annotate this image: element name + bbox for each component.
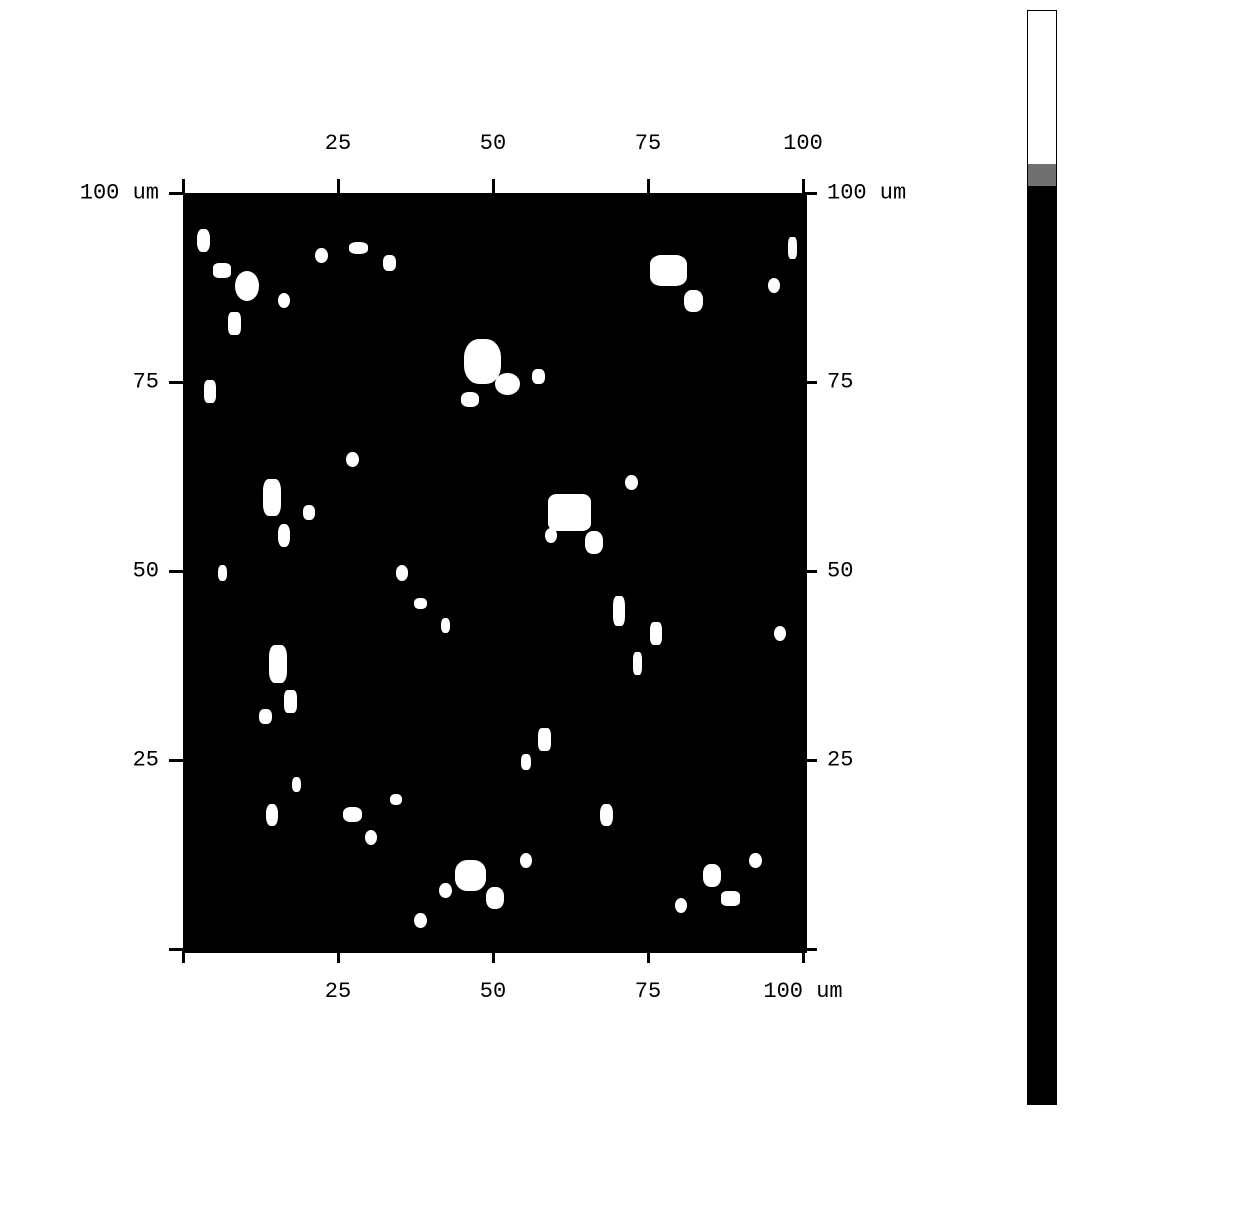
axis-tick — [337, 179, 340, 193]
feature-blob — [346, 452, 358, 467]
axis-tick — [803, 948, 817, 951]
feature-blob — [414, 913, 426, 928]
axis-tick — [803, 381, 817, 384]
feature-blob — [263, 479, 282, 517]
feature-blob — [259, 709, 271, 724]
feature-blob — [650, 622, 662, 645]
feature-blob — [613, 596, 625, 626]
axis-tick-label: 75 — [133, 370, 159, 395]
axis-tick — [647, 949, 650, 963]
feature-blob — [774, 626, 786, 641]
axis-tick — [803, 570, 817, 573]
feature-blob — [455, 860, 486, 890]
feature-blob — [213, 263, 232, 278]
axis-tick — [169, 570, 183, 573]
axis-tick — [492, 949, 495, 963]
axis-tick — [182, 949, 185, 963]
feature-blob — [495, 373, 520, 396]
axis-tick-label: 100 — [783, 131, 823, 156]
axis-tick — [169, 381, 183, 384]
feature-blob — [633, 652, 642, 675]
feature-blob — [349, 242, 368, 253]
feature-blob — [390, 794, 402, 805]
axis-tick — [647, 179, 650, 193]
feature-blob — [703, 864, 722, 887]
axis-tick — [337, 949, 340, 963]
colorbar — [1027, 10, 1057, 1105]
axis-tick-label: 50 — [480, 979, 506, 1004]
feature-blob — [464, 339, 501, 384]
axis-tick — [492, 179, 495, 193]
axis-tick-label: 75 — [635, 979, 661, 1004]
axis-tick — [169, 759, 183, 762]
feature-blob — [788, 237, 797, 260]
feature-blob — [278, 293, 290, 308]
feature-blob — [585, 531, 604, 554]
feature-blob — [545, 528, 557, 543]
feature-blob — [749, 853, 761, 868]
feature-blob — [675, 898, 687, 913]
axis-tick-label: 100 um — [80, 181, 159, 206]
feature-blob — [625, 475, 637, 490]
axis-tick-label: 25 — [133, 748, 159, 773]
feature-blob — [315, 248, 327, 263]
feature-blob — [439, 883, 451, 898]
axis-tick-label: 50 — [827, 559, 853, 584]
feature-blob — [343, 807, 362, 822]
feature-blob — [292, 777, 301, 792]
plot-area — [183, 193, 807, 953]
colorbar-segment — [1028, 164, 1056, 186]
feature-blob — [218, 565, 227, 580]
feature-blob — [520, 853, 532, 868]
feature-blob — [266, 804, 278, 827]
feature-blob — [204, 380, 216, 403]
feature-blob — [600, 804, 612, 827]
feature-blob — [461, 392, 480, 407]
axis-tick-label: 100 um — [827, 181, 906, 206]
colorbar-segment — [1028, 11, 1056, 164]
feature-blob — [284, 690, 296, 713]
feature-blob — [235, 271, 260, 301]
axis-tick — [803, 759, 817, 762]
feature-blob — [228, 312, 240, 335]
axis-tick-label: 75 — [635, 131, 661, 156]
feature-blob — [684, 290, 703, 313]
axis-tick-label: 100 um — [763, 979, 842, 1004]
colorbar-segment — [1028, 186, 1056, 1104]
feature-blob — [441, 618, 450, 633]
axis-tick — [802, 949, 805, 963]
axis-tick-label: 25 — [325, 979, 351, 1004]
feature-blob — [197, 229, 209, 252]
feature-blob — [521, 754, 530, 769]
feature-blob — [383, 255, 395, 270]
feature-blob — [365, 830, 377, 845]
feature-blob — [278, 524, 290, 547]
axis-tick — [169, 948, 183, 951]
feature-blob — [532, 369, 544, 384]
feature-blob — [303, 505, 315, 520]
feature-blob — [486, 887, 505, 910]
feature-blob — [538, 728, 550, 751]
axis-tick-label: 50 — [480, 131, 506, 156]
axis-tick-label: 25 — [827, 748, 853, 773]
feature-blob — [721, 891, 740, 906]
feature-blob — [269, 645, 288, 683]
feature-blob — [396, 565, 408, 580]
feature-blob — [548, 494, 591, 532]
feature-blob — [414, 598, 426, 609]
axis-tick — [169, 192, 183, 195]
axis-tick — [803, 192, 817, 195]
axis-tick-label: 25 — [325, 131, 351, 156]
microscopy-map-figure: 25 50 75 100 25 50 75 100 um 25 50 75 100 um 25 50 75 1… — [0, 0, 1240, 1223]
axis-tick-label: 50 — [133, 559, 159, 584]
feature-blob — [650, 255, 687, 285]
feature-blob — [768, 278, 780, 293]
axis-tick-label: 75 — [827, 370, 853, 395]
